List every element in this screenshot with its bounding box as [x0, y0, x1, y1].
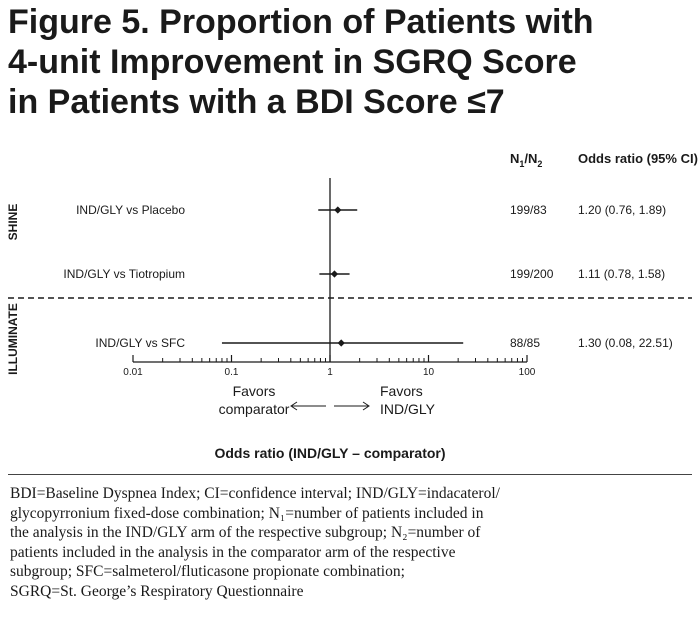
row-n-value: 199/83	[510, 203, 547, 217]
footnote-line-1: BDI=Baseline Dyspnea Index; CI=confidenc…	[10, 485, 500, 502]
footnote-line-6: SGRQ=St. George’s Respiratory Questionna…	[10, 582, 304, 600]
x-tick-label: 0.01	[123, 367, 143, 378]
footnote-divider	[8, 474, 692, 475]
row-n-value: 199/200	[510, 267, 554, 281]
footnote-line-5: subgroup; SFC=salmeterol/fluticasone pro…	[10, 563, 405, 580]
favors-left-line-1: Favors	[233, 383, 276, 399]
row-odds-ratio: 1.11 (0.78, 1.58)	[578, 267, 665, 281]
x-axis-title: Odds ratio (IND/GLY – comparator)	[214, 445, 445, 461]
footnote-line-3: the analysis in the IND/GLY arm of the r…	[10, 524, 481, 541]
footnote-line-2: glycopyrronium fixed-dose combination; N…	[10, 504, 484, 522]
favors-right-line-1: Favors	[380, 383, 423, 399]
row-label: IND/GLY vs Placebo	[76, 203, 185, 217]
footnote-line-4: patients included in the analysis in the…	[10, 543, 456, 561]
x-tick-label: 1	[327, 367, 333, 378]
figure-title: Figure 5. Proportion of Patients with 4-…	[8, 2, 698, 122]
footnote: BDI=Baseline Dyspnea Index; CI=confidenc…	[10, 484, 694, 601]
group-label: ILLUMINATE	[6, 303, 20, 375]
x-tick-label: 100	[519, 367, 536, 378]
point-estimate	[337, 339, 345, 347]
row-odds-ratio: 1.30 (0.08, 22.51)	[578, 336, 673, 350]
row-label: IND/GLY vs SFC	[95, 336, 185, 350]
row-label: IND/GLY vs Tiotropium	[63, 267, 185, 281]
header-n1-n2: N1/N2	[510, 151, 542, 169]
title-line-3: in Patients with a BDI Score ≤7	[8, 83, 505, 121]
row-odds-ratio: 1.20 (0.76, 1.89)	[578, 203, 666, 217]
x-tick-label: 10	[423, 367, 435, 378]
x-tick-label: 0.1	[225, 367, 239, 378]
arrow-left-head	[290, 401, 298, 411]
arrow-right-head	[362, 401, 370, 411]
title-line-2: 4-unit Improvement in SGRQ Score	[8, 43, 577, 81]
point-estimate	[330, 270, 339, 278]
favors-left-line-2: comparator	[219, 401, 290, 417]
header-odds-ratio: Odds ratio (95% CI)	[578, 151, 698, 166]
forest-plot: N1/N2 Odds ratio (95% CI) 0.01 0.1 1 10 100 SHI…	[6, 151, 698, 461]
row-n-value: 88/85	[510, 336, 540, 350]
group-label: SHINE	[6, 204, 20, 241]
point-estimate	[334, 206, 342, 214]
title-line-1: Figure 5. Proportion of Patients with	[8, 3, 594, 41]
favors-right-line-2: IND/GLY	[380, 401, 436, 417]
